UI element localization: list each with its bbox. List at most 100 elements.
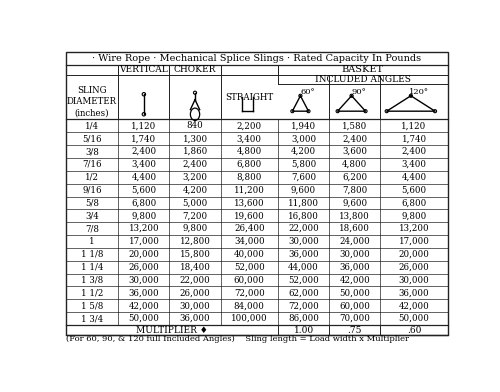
Text: 26,000: 26,000 [398, 263, 430, 272]
Text: 7/16: 7/16 [82, 160, 102, 169]
Text: 86,000: 86,000 [288, 314, 319, 323]
Text: 22,000: 22,000 [180, 276, 210, 285]
Text: 1 5/8: 1 5/8 [81, 301, 103, 310]
Text: 9,800: 9,800 [402, 211, 426, 220]
Text: 1 1/8: 1 1/8 [80, 250, 103, 259]
Text: 36,000: 36,000 [398, 289, 430, 298]
Text: 1/4: 1/4 [85, 122, 99, 131]
Text: 30,000: 30,000 [398, 276, 430, 285]
Text: 60°: 60° [301, 88, 316, 96]
Text: 26,400: 26,400 [234, 224, 264, 233]
Text: 1,940: 1,940 [291, 122, 316, 131]
Text: 1,740: 1,740 [402, 134, 426, 143]
Text: 70,000: 70,000 [339, 314, 370, 323]
Text: 2,200: 2,200 [236, 122, 262, 131]
Text: 72,000: 72,000 [288, 301, 319, 310]
Text: 7,800: 7,800 [342, 185, 367, 194]
Text: 1.00: 1.00 [294, 325, 314, 334]
Text: 22,000: 22,000 [288, 224, 319, 233]
Text: 13,600: 13,600 [234, 198, 264, 207]
Text: 13,800: 13,800 [340, 211, 370, 220]
Text: 52,000: 52,000 [288, 276, 319, 285]
Text: 5/8: 5/8 [85, 198, 99, 207]
Text: 9,600: 9,600 [342, 198, 367, 207]
Text: 1,860: 1,860 [182, 147, 208, 156]
Text: SLING
DIAMETER
(inches): SLING DIAMETER (inches) [67, 86, 117, 117]
Text: 30,000: 30,000 [288, 237, 319, 246]
Text: 7,200: 7,200 [182, 211, 208, 220]
Text: 4,200: 4,200 [182, 185, 208, 194]
Text: 19,600: 19,600 [234, 211, 264, 220]
Text: 40,000: 40,000 [234, 250, 264, 259]
Text: 2,400: 2,400 [132, 147, 156, 156]
Text: 36,000: 36,000 [180, 314, 210, 323]
Text: 18,600: 18,600 [339, 224, 370, 233]
Text: · Wire Rope · Mechanical Splice Slings · Rated Capacity In Pounds: · Wire Rope · Mechanical Splice Slings ·… [92, 54, 421, 63]
Text: 5,600: 5,600 [132, 185, 156, 194]
Text: CHOKER: CHOKER [174, 65, 216, 74]
Text: 36,000: 36,000 [340, 263, 370, 272]
Text: 3,400: 3,400 [402, 160, 426, 169]
Text: 9,600: 9,600 [291, 185, 316, 194]
Text: 3,000: 3,000 [291, 134, 316, 143]
Text: 840: 840 [186, 122, 204, 131]
Text: 3/4: 3/4 [85, 211, 99, 220]
Text: 7/8: 7/8 [85, 224, 99, 233]
Text: 1 1/4: 1 1/4 [81, 263, 103, 272]
Text: 2,400: 2,400 [182, 160, 208, 169]
Text: 4,400: 4,400 [132, 173, 156, 182]
Text: 26,000: 26,000 [128, 263, 159, 272]
Text: 36,000: 36,000 [288, 250, 319, 259]
Text: .75: .75 [348, 325, 362, 334]
Text: 24,000: 24,000 [340, 237, 370, 246]
Text: 18,400: 18,400 [180, 263, 210, 272]
Text: 6,200: 6,200 [342, 173, 367, 182]
Text: 2,400: 2,400 [342, 134, 367, 143]
Text: 50,000: 50,000 [398, 314, 430, 323]
Text: 5/16: 5/16 [82, 134, 102, 143]
Text: 20,000: 20,000 [398, 250, 430, 259]
Text: 5,800: 5,800 [291, 160, 316, 169]
Text: 5,000: 5,000 [182, 198, 208, 207]
Text: 50,000: 50,000 [128, 314, 160, 323]
Text: 4,800: 4,800 [342, 160, 367, 169]
Text: 11,200: 11,200 [234, 185, 264, 194]
Text: 17,000: 17,000 [128, 237, 160, 246]
Text: 12,800: 12,800 [180, 237, 210, 246]
Text: 100,000: 100,000 [231, 314, 268, 323]
Text: 52,000: 52,000 [234, 263, 264, 272]
Text: 13,200: 13,200 [398, 224, 430, 233]
Text: 13,200: 13,200 [128, 224, 159, 233]
Text: 17,000: 17,000 [398, 237, 430, 246]
Text: 1,120: 1,120 [402, 122, 426, 131]
Text: 72,000: 72,000 [234, 289, 264, 298]
Text: 9,800: 9,800 [182, 224, 208, 233]
Text: VERTICAL: VERTICAL [120, 65, 168, 74]
Text: 4,400: 4,400 [402, 173, 426, 182]
Text: 6,800: 6,800 [131, 198, 156, 207]
Text: 1/2: 1/2 [85, 173, 99, 182]
Text: 1 3/8: 1 3/8 [81, 276, 103, 285]
Text: (For 60, 90, & 120 full Included Angles)    Sling length = Load width x Multipli: (For 60, 90, & 120 full Included Angles)… [66, 335, 408, 343]
Text: 9,800: 9,800 [131, 211, 156, 220]
Text: 84,000: 84,000 [234, 301, 264, 310]
Text: MULTIPLIER ♦: MULTIPLIER ♦ [136, 325, 208, 334]
Text: 1: 1 [89, 237, 95, 246]
Text: 3,400: 3,400 [132, 160, 156, 169]
Text: 42,000: 42,000 [128, 301, 159, 310]
Text: 4,800: 4,800 [236, 147, 262, 156]
Text: .60: .60 [407, 325, 421, 334]
Text: 6,800: 6,800 [236, 160, 262, 169]
Text: STRAIGHT: STRAIGHT [225, 93, 274, 102]
Text: 11,800: 11,800 [288, 198, 319, 207]
Text: 3,400: 3,400 [237, 134, 262, 143]
Text: 3,600: 3,600 [342, 147, 367, 156]
Text: 20,000: 20,000 [128, 250, 160, 259]
Text: 62,000: 62,000 [288, 289, 319, 298]
Text: 1 3/4: 1 3/4 [81, 314, 103, 323]
Text: 60,000: 60,000 [234, 276, 264, 285]
Text: 90°: 90° [352, 88, 366, 96]
Text: 9/16: 9/16 [82, 185, 102, 194]
Text: 34,000: 34,000 [234, 237, 264, 246]
Text: 8,800: 8,800 [236, 173, 262, 182]
